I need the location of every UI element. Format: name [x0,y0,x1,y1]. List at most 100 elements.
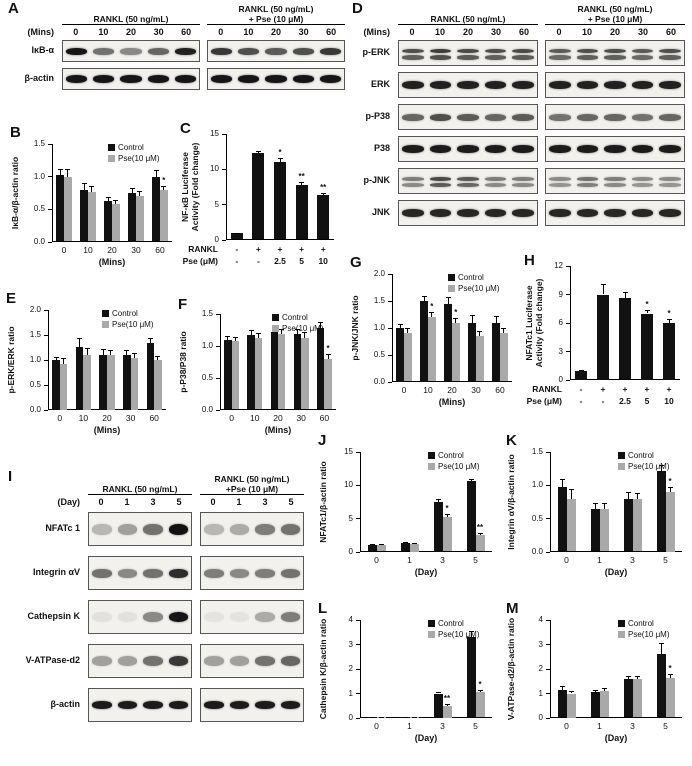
y-tick-mark [356,668,360,670]
y-tick-label: 2 [348,664,353,673]
bar [52,360,60,410]
blot-box [545,168,685,194]
bar [301,338,309,410]
error-bar-cap [61,357,67,359]
blot-band [512,177,534,181]
x-tick-label: 30 [125,413,136,423]
error-bar-cap [248,330,254,331]
y-tick-label: 0.5 [373,350,385,359]
bar [566,693,576,718]
blot-band [429,177,452,181]
blot-row-label: P38 [373,143,390,153]
lane-labels: 0 10 20 30 60 [207,27,345,37]
y-tick-mark [356,451,360,453]
blot-band [402,81,424,89]
error-bar-cap [444,704,450,706]
blot-band [604,183,626,187]
legend-label: Control [628,619,654,628]
bar [500,333,508,382]
bar [442,516,452,552]
error-bar-cap [81,183,87,185]
y-axis-label: p-ERK/ERK ratio [6,326,16,394]
bar [247,335,255,410]
error-bar [126,350,128,355]
bar [59,363,68,410]
x-tick-label: 3 [630,555,635,565]
error-bar-cap [625,492,631,493]
error-bar-cap [369,544,375,546]
blot-band [292,75,314,83]
y-tick-label: 15 [210,129,219,138]
bar [640,313,654,380]
panel-letter: H [524,252,535,269]
error-bar [131,187,133,193]
error-bar-cap [225,335,231,337]
error-bar-cap [600,284,606,286]
plot-area [360,620,492,718]
y-tick-label: 0 [348,547,353,556]
blot-band [280,568,300,578]
blot-band [604,145,626,153]
x-tick-label: 10 [423,385,433,395]
panel-letter: G [350,254,362,271]
lane-label: 0 [98,497,104,507]
sig-label: * [445,504,449,513]
bar [152,176,160,242]
panel-i-western-blot: I RANKL (50 ng/mL) 0 1 3 5 RANKL (50 ng/mL) +Ps… [8,468,310,762]
lane-label: 30 [490,27,501,37]
group-header: RANKL (50 ng/mL) + Pse (10 μM) [545,3,685,25]
legend-swatch [428,620,435,627]
error-bar-cap [568,488,574,490]
lane-labels: 0 10 20 30 60 [62,27,200,37]
bar [160,189,168,242]
blot-band [659,113,681,121]
legend-swatch [428,463,435,470]
blot-box [200,600,304,634]
error-bar [227,335,229,340]
bar [665,492,675,552]
blot-row-label: β-actin [50,699,81,709]
x-tick-label: 0 [401,385,407,395]
bar [317,195,330,240]
panel-letter: B [10,124,21,141]
blot-band [604,81,626,89]
blot-band [255,656,275,666]
plot-area [52,144,172,242]
y-tick-mark [356,619,360,621]
error-bar-cap [667,487,673,489]
blot-row-label: p-P38 [365,111,390,121]
panel-l-chart: L 0 1 2 3 4 Cathepsin K/β-actin ratio ** * 0 1 3 5 (D… [318,600,500,764]
blot-band [512,209,534,217]
blot-band [92,656,112,666]
blot-band [429,48,452,53]
y-tick-label: 0.5 [29,380,41,389]
panel-letter: L [318,600,328,617]
x-tick-label: 0 [61,245,67,255]
bar [656,470,666,552]
error-bar [91,185,93,193]
error-bar-cap [256,333,261,335]
y-tick-mark [388,273,392,275]
error-bar-cap [445,297,451,299]
blot-box [398,200,538,226]
legend-swatch [428,452,435,459]
bar [123,355,131,410]
y-tick-mark [546,717,550,719]
legend-swatch [448,274,455,281]
y-tick-mark [546,551,550,553]
y-tick-label: 0.0 [531,547,543,556]
error-bar-cap [378,717,384,719]
y-tick-mark [388,327,392,329]
lane-label: 3 [262,497,268,507]
y-tick-label: 4 [348,615,353,624]
blot-band [631,177,654,181]
error-bar-cap [108,350,114,351]
error-bar [470,478,472,481]
sig-label: ** [298,172,305,182]
blot-band [549,48,571,53]
lane-label: 10 [581,27,592,37]
y-tick-mark [222,133,226,135]
bar [252,153,265,240]
blot-band [229,656,249,666]
x-tick-label: 30 [131,245,141,255]
